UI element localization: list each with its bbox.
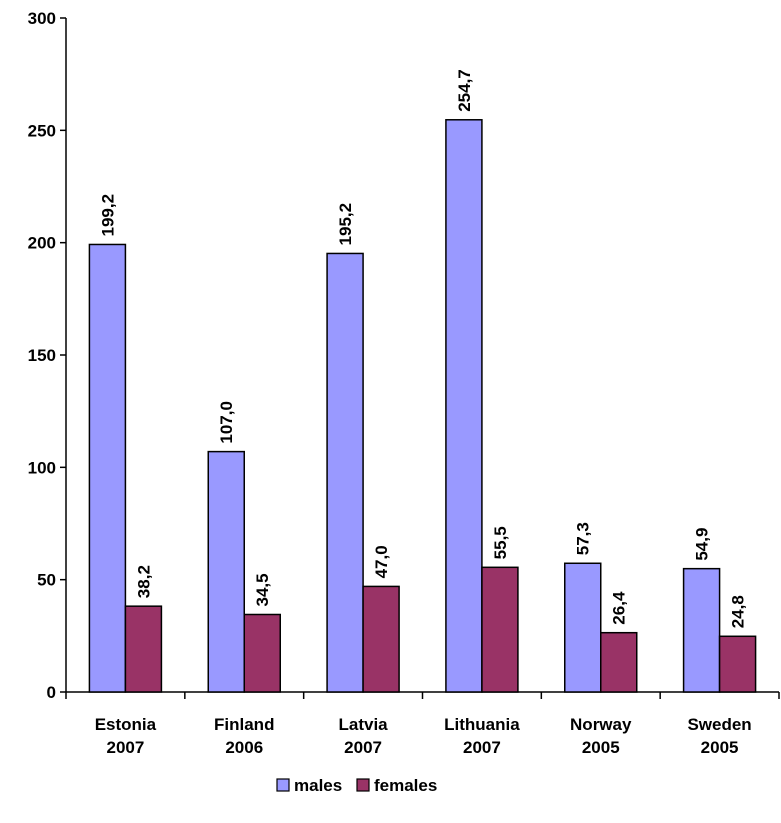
- bars: 199,2 107,0 195,2 254,7 57,3 54,9 38,2 34,5 47,0…: [88, 69, 757, 693]
- legend-label-males: males: [294, 776, 342, 795]
- data-label-females: 38,2: [134, 565, 153, 598]
- data-label-males: 195,2: [336, 203, 355, 246]
- bar-males: [207, 450, 245, 693]
- bar-males: [88, 243, 127, 693]
- y-tick-label: 0: [47, 683, 56, 702]
- x-tick-label: Latvia 2007: [339, 715, 389, 757]
- x-tick-label-line: Estonia: [95, 715, 157, 734]
- bar-females: [481, 566, 519, 693]
- bar-males: [445, 119, 483, 693]
- data-label-females: 24,8: [729, 595, 748, 628]
- legend: males females: [276, 776, 437, 795]
- bar-males: [326, 252, 364, 693]
- legend-swatch-males: [276, 778, 290, 792]
- x-tick-label-line: 2007: [463, 738, 501, 757]
- x-tick-label-line: 2006: [225, 738, 263, 757]
- bar-males: [564, 562, 602, 693]
- y-axis: 0 50 100 150 200 250 300: [28, 9, 67, 702]
- y-tick-label: 200: [28, 234, 56, 253]
- x-tick-label-line: 2005: [701, 738, 739, 757]
- data-label-males: 254,7: [455, 69, 474, 112]
- x-tick-label-line: Norway: [570, 715, 632, 734]
- bar-females: [718, 635, 757, 693]
- x-tick-label: Finland 2006: [214, 715, 274, 757]
- legend-swatch-females: [356, 778, 370, 792]
- data-label-males: 199,2: [98, 194, 117, 237]
- bar-females: [124, 605, 163, 693]
- data-label-males: 54,9: [693, 528, 712, 561]
- x-tick-label-line: Sweden: [687, 715, 751, 734]
- y-tick-label: 150: [28, 346, 56, 365]
- x-tick-label-line: 2007: [107, 738, 145, 757]
- legend-label-females: females: [374, 776, 437, 795]
- x-tick-label: Estonia 2007: [95, 715, 157, 757]
- bar-females: [600, 631, 638, 693]
- x-tick-label-line: Finland: [214, 715, 274, 734]
- x-tick-label: Lithuania 2007: [444, 715, 520, 757]
- x-tick-label: Norway 2005: [570, 715, 632, 757]
- x-tick-label-line: Latvia: [339, 715, 389, 734]
- bar-males: [682, 567, 721, 693]
- data-label-females: 34,5: [253, 573, 272, 606]
- bar-females: [362, 585, 400, 693]
- data-label-males: 107,0: [217, 401, 236, 444]
- data-label-females: 26,4: [610, 591, 629, 625]
- x-tick-label-line: 2005: [582, 738, 620, 757]
- y-tick-label: 250: [28, 121, 56, 140]
- x-tick-label-line: Lithuania: [444, 715, 520, 734]
- y-tick-label: 300: [28, 9, 56, 28]
- x-tick-label-line: 2007: [344, 738, 382, 757]
- y-tick-label: 50: [37, 571, 56, 590]
- bar-females: [243, 613, 281, 693]
- y-tick-label: 100: [28, 458, 56, 477]
- data-label-males: 57,3: [574, 522, 593, 555]
- data-label-females: 55,5: [491, 526, 510, 559]
- data-label-females: 47,0: [372, 545, 391, 578]
- x-tick-label: Sweden 2005: [687, 715, 751, 757]
